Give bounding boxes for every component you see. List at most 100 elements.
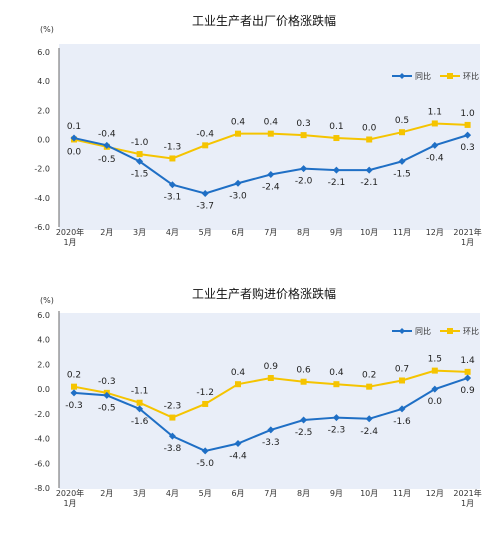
data-label-mom: -2.3 — [164, 402, 182, 412]
data-label-mom: 0.5 — [395, 116, 409, 126]
y-tick-label: -6.0 — [34, 459, 50, 468]
x-tick-label: 3月 — [133, 228, 146, 237]
data-point-mom — [300, 132, 307, 139]
data-point-mom — [235, 130, 241, 137]
y-tick-label: -2.0 — [34, 165, 50, 174]
data-point-mom — [136, 399, 143, 406]
data-label-mom: 0.0 — [67, 148, 82, 158]
data-label-mom: 0.6 — [296, 366, 311, 376]
x-tick-label: 8月 — [297, 489, 310, 498]
x-tick-label: 5月 — [199, 228, 212, 237]
x-tick-label: 5月 — [199, 489, 212, 498]
chart-1: 工业生产者出厂价格涨跌幅 (%) 6.0 4.0 2.0 0.0 -2.0 -4.0 -6.0 2… — [34, 13, 481, 247]
data-point-mom — [366, 383, 373, 390]
data-point-yoy — [464, 374, 472, 382]
data-point-mom — [71, 383, 77, 390]
data-label-yoy: -2.4 — [262, 183, 280, 193]
data-label-mom: -1.3 — [164, 142, 182, 152]
data-label-yoy: -1.5 — [393, 169, 411, 179]
data-label-yoy: -0.3 — [65, 401, 83, 411]
x-tick-label: 7月 — [264, 489, 277, 498]
x-tick-label: 6月 — [231, 489, 244, 498]
y-tick-label: 6.0 — [37, 48, 50, 57]
data-point-yoy — [464, 131, 472, 139]
legend-label-mom: 环比 — [463, 326, 479, 336]
data-label-mom: 0.2 — [362, 371, 376, 381]
x-tick-label: 9月 — [330, 489, 343, 498]
data-label-yoy: -3.1 — [164, 193, 182, 203]
legend-marker-yoy — [399, 73, 405, 79]
data-point-yoy — [234, 440, 242, 448]
x-tick-label: 12月 — [426, 228, 444, 237]
legend-marker-mom — [447, 73, 453, 79]
x-tick-label: 2020年 1月 — [56, 227, 84, 247]
y-tick-label: 0.0 — [37, 136, 50, 145]
data-point-yoy — [234, 179, 242, 187]
data-point-mom — [169, 414, 176, 421]
data-label-yoy: -3.0 — [229, 191, 247, 201]
data-label-yoy: 0.3 — [460, 143, 474, 153]
data-label-mom: 0.9 — [264, 362, 279, 372]
data-point-yoy — [431, 141, 439, 149]
x-tick-label: 2021年 1月 — [453, 488, 481, 508]
data-label-mom: 0.4 — [231, 368, 246, 378]
data-point-mom — [333, 135, 340, 142]
data-point-yoy — [103, 391, 111, 399]
chart-title: 工业生产者购进价格涨跌幅 — [192, 286, 336, 301]
data-label-yoy: -1.6 — [131, 417, 149, 427]
data-label-yoy: -2.1 — [360, 178, 378, 188]
data-point-yoy — [70, 134, 78, 142]
x-tick-label: 10月 — [360, 228, 378, 237]
data-point-mom — [267, 375, 274, 382]
data-point-yoy — [70, 389, 78, 397]
data-label-yoy: -2.5 — [295, 428, 313, 438]
x-tick-label: 12月 — [426, 489, 444, 498]
data-point-yoy — [431, 385, 439, 393]
data-label-mom: -1.2 — [196, 388, 214, 398]
x-tick-label: 2月 — [100, 228, 113, 237]
legend-label-yoy: 同比 — [415, 326, 431, 336]
data-label-yoy: -0.5 — [98, 403, 116, 413]
y-tick-label: -8.0 — [34, 484, 50, 493]
y-tick-label: 0.0 — [37, 385, 50, 394]
data-point-yoy — [267, 426, 275, 434]
chart-2: 工业生产者购进价格涨跌幅 (%) 6.0 4.0 2.0 0.0 -2.0 -4.0 -6.0 -… — [34, 286, 481, 508]
data-point-yoy — [300, 165, 308, 173]
plot-area — [59, 313, 480, 489]
data-point-yoy — [365, 415, 373, 423]
x-tick-label: 2021年 1月 — [453, 227, 481, 247]
data-label-mom: 0.4 — [329, 368, 344, 378]
data-point-mom — [431, 120, 438, 127]
data-label-mom: 1.0 — [460, 109, 475, 119]
data-point-yoy — [398, 405, 406, 413]
data-label-yoy: -2.3 — [328, 426, 346, 436]
data-label-yoy: -5.0 — [196, 459, 214, 469]
data-label-yoy: -0.4 — [426, 153, 444, 163]
data-point-yoy — [103, 141, 111, 149]
data-point-yoy — [332, 166, 340, 174]
data-point-mom — [399, 377, 405, 384]
x-tick-label: 7月 — [264, 228, 277, 237]
x-tick-label: 9月 — [330, 228, 343, 237]
y-tick-label: 4.0 — [37, 77, 50, 86]
y-tick-label: 2.0 — [37, 106, 50, 115]
x-tick-label: 11月 — [393, 489, 411, 498]
x-tick-label: 2月 — [100, 489, 113, 498]
y-tick-label: 2.0 — [37, 360, 50, 369]
data-label-yoy: -2.4 — [360, 427, 378, 437]
data-label-mom: 1.5 — [428, 355, 442, 365]
data-point-mom — [136, 151, 143, 158]
legend-marker-mom — [447, 328, 453, 334]
y-tick-label: -2.0 — [34, 410, 50, 419]
x-tick-label: 4月 — [166, 489, 179, 498]
data-label-yoy: -3.7 — [196, 201, 214, 211]
data-label-mom: -0.3 — [98, 377, 116, 387]
data-point-yoy — [332, 414, 340, 422]
data-label-yoy: 0.1 — [67, 122, 81, 132]
data-label-yoy: -3.8 — [164, 444, 182, 454]
data-label-yoy: -4.4 — [229, 452, 247, 462]
y-tick-label: -4.0 — [34, 435, 50, 444]
y-unit-label: (%) — [40, 25, 54, 34]
data-point-yoy — [300, 416, 308, 424]
